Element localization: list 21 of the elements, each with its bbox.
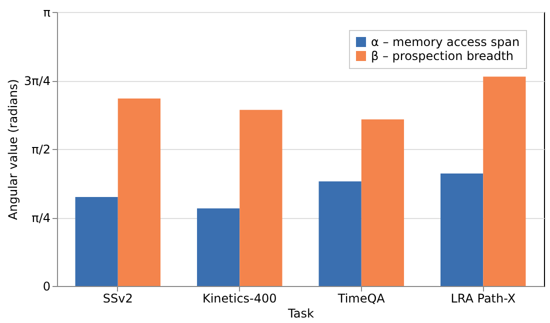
x-tick-label: LRA Path-X <box>450 292 516 306</box>
legend-label: α – memory access span <box>371 35 520 49</box>
bar <box>361 119 404 286</box>
bar <box>440 173 484 286</box>
bar <box>483 76 526 286</box>
x-tick-label: Kinetics-400 <box>202 292 277 306</box>
y-tick-label: π/4 <box>32 211 50 225</box>
bar <box>75 197 118 286</box>
y-tick-label: π/2 <box>32 142 50 156</box>
x-axis-title: Task <box>287 306 314 320</box>
bar <box>318 181 362 286</box>
legend-label: β – prospection breadth <box>371 49 514 63</box>
y-tick-label: π <box>43 6 50 20</box>
y-axis-title: Angular value (radians) <box>6 79 20 220</box>
x-tick-label: TimeQA <box>336 292 386 306</box>
bar <box>197 208 240 286</box>
bar <box>118 98 160 286</box>
x-tick-label: SSv2 <box>102 292 133 306</box>
bar <box>240 110 282 286</box>
y-tick-label: 0 <box>42 280 50 294</box>
y-tick-label: 3π/4 <box>24 74 50 88</box>
